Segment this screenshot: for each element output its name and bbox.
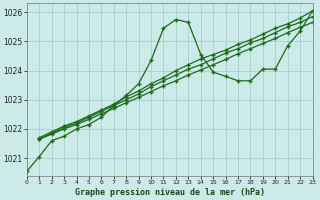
X-axis label: Graphe pression niveau de la mer (hPa): Graphe pression niveau de la mer (hPa) bbox=[75, 188, 265, 197]
